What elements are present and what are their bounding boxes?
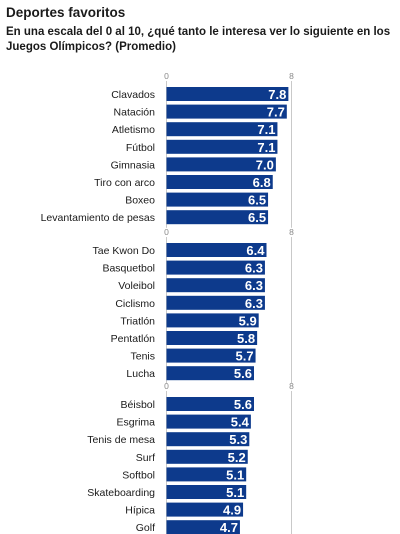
value-label: 5.8	[237, 331, 255, 346]
value-label: 7.1	[257, 140, 275, 155]
category-label: Tae Kwon Do	[93, 245, 156, 257]
value-label: 4.9	[223, 503, 241, 518]
category-label: Boxeo	[125, 195, 155, 207]
category-label: Hípica	[125, 505, 155, 517]
value-label: 6.5	[248, 193, 266, 208]
category-label: Basquetbol	[102, 263, 155, 275]
category-label: Triatlón	[120, 315, 155, 327]
category-label: Surf	[136, 452, 155, 464]
value-label: 5.3	[229, 432, 247, 447]
x-tick-label: 8	[289, 227, 294, 237]
category-label: Levantamiento de pesas	[41, 212, 155, 224]
bar	[166, 295, 265, 310]
bar	[166, 192, 269, 207]
value-label: 4.7	[220, 520, 238, 534]
category-label: Fútbol	[126, 142, 155, 154]
value-label: 7.0	[256, 157, 274, 172]
bar	[166, 139, 278, 154]
bar	[166, 278, 265, 293]
category-label: Skateboarding	[87, 487, 155, 499]
x-tick-label: 0	[164, 71, 169, 81]
bar	[166, 348, 256, 363]
value-label: 6.3	[245, 278, 263, 293]
value-label: 7.8	[268, 87, 286, 102]
category-label: Béisbol	[121, 399, 155, 411]
category-label: Golf	[136, 522, 155, 534]
bar	[166, 260, 265, 275]
x-tick-label: 8	[289, 71, 294, 81]
bar	[166, 467, 247, 482]
value-label: 6.3	[245, 261, 263, 276]
bar	[166, 485, 247, 499]
value-label: 5.1	[226, 467, 244, 482]
value-label: 7.7	[267, 105, 285, 120]
value-label: 5.2	[228, 450, 246, 465]
value-label: 7.1	[257, 122, 275, 137]
x-tick-label: 8	[289, 381, 294, 391]
bar	[166, 502, 244, 517]
value-label: 6.4	[246, 243, 265, 258]
bar	[166, 157, 276, 172]
category-label: Atletismo	[112, 124, 155, 136]
value-label: 5.7	[235, 349, 253, 364]
chart-title: Deportes favoritos	[6, 5, 126, 20]
bar	[166, 175, 273, 189]
value-label: 5.9	[239, 313, 257, 328]
category-label: Gimnasia	[111, 159, 156, 171]
category-label: Tiro con arco	[94, 177, 155, 189]
value-label: 6.8	[253, 175, 271, 190]
category-label: Ciclismo	[115, 298, 155, 310]
bar	[166, 122, 278, 137]
bar	[166, 87, 289, 101]
category-label: Tenis de mesa	[87, 434, 155, 446]
value-label: 5.4	[231, 415, 250, 430]
x-tick-label: 0	[164, 227, 169, 237]
chart-subtitle: En una escala del 0 al 10, ¿qué tanto le…	[6, 26, 391, 53]
bar	[166, 397, 254, 411]
value-label: 5.6	[234, 366, 252, 381]
value-label: 5.1	[226, 485, 244, 500]
category-label: Natación	[114, 107, 156, 119]
bar	[166, 366, 254, 381]
category-label: Softbol	[122, 469, 155, 481]
bar	[166, 243, 267, 257]
bar	[166, 449, 248, 464]
x-tick-label: 0	[164, 381, 169, 391]
category-label: Clavados	[111, 89, 155, 101]
category-label: Esgrima	[116, 417, 155, 429]
bar	[166, 520, 240, 534]
bar	[166, 104, 287, 119]
bar	[166, 313, 259, 328]
value-label: 5.6	[234, 397, 252, 412]
value-label: 6.3	[245, 296, 263, 311]
bar	[166, 331, 258, 345]
bar	[166, 210, 269, 225]
bar	[166, 414, 251, 429]
category-label: Lucha	[126, 368, 155, 380]
category-label: Pentatlón	[111, 333, 156, 345]
category-label: Voleibol	[118, 280, 155, 292]
category-label: Tenis	[130, 351, 155, 363]
value-label: 6.5	[248, 210, 266, 225]
bar	[166, 432, 250, 447]
